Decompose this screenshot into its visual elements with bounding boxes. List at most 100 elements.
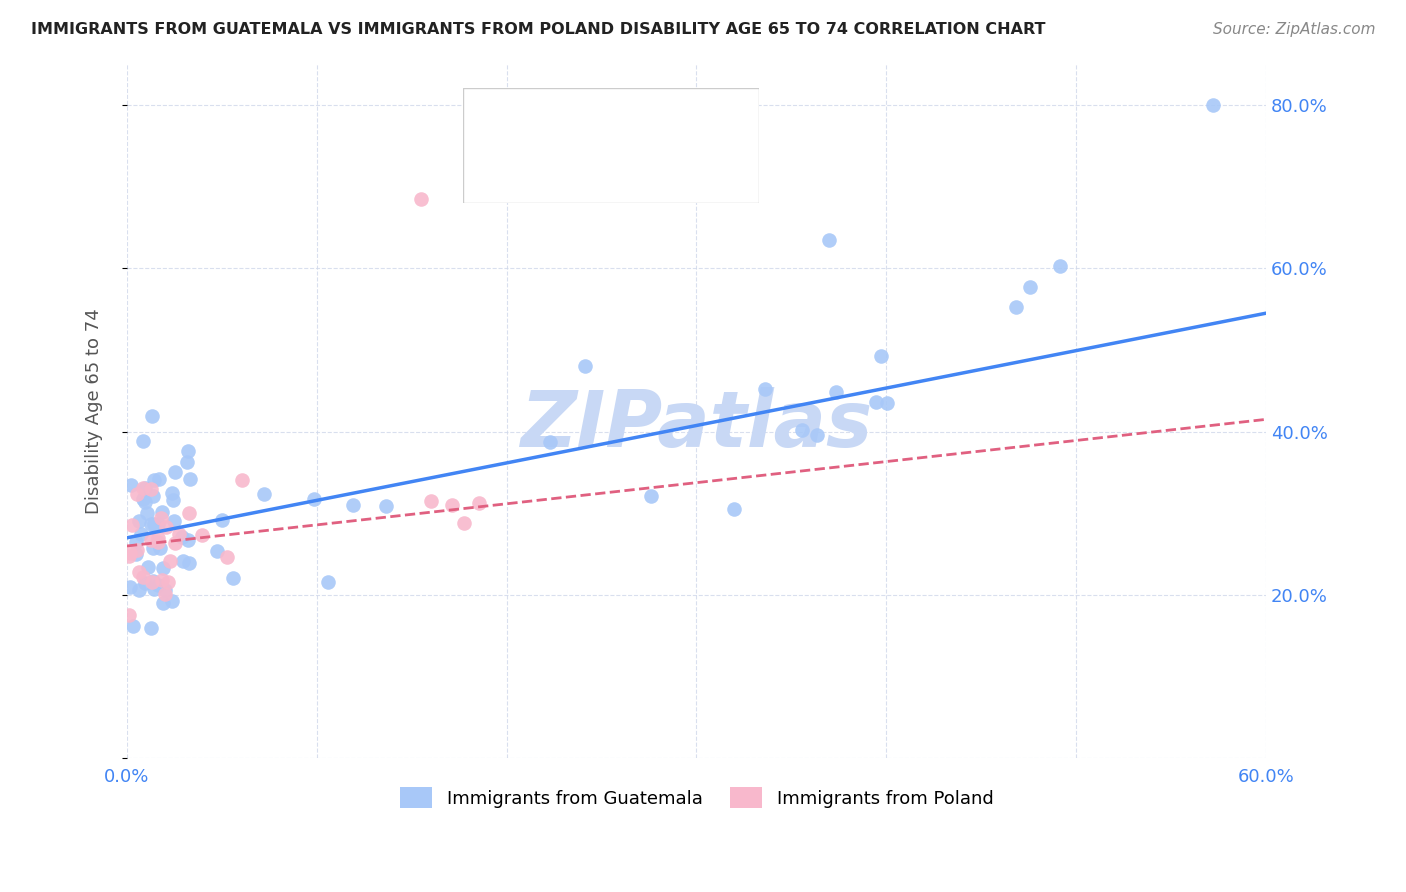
Point <box>127 543 149 558</box>
Point <box>129 526 152 541</box>
Point <box>179 506 201 520</box>
Point <box>118 607 141 622</box>
Point <box>790 423 813 437</box>
Point <box>139 517 162 532</box>
Point <box>132 570 155 584</box>
Point <box>139 622 162 636</box>
Point <box>142 517 165 532</box>
Point <box>125 487 148 501</box>
Point <box>1005 300 1028 314</box>
Point <box>141 409 163 423</box>
Point <box>177 444 200 458</box>
Point <box>163 465 186 479</box>
Point <box>149 541 172 556</box>
Point <box>806 427 828 442</box>
Point <box>153 582 176 597</box>
Point <box>132 434 155 448</box>
Point <box>538 434 561 449</box>
Point <box>160 594 183 608</box>
Point <box>155 520 177 534</box>
Point <box>160 485 183 500</box>
Point <box>825 385 848 400</box>
Text: IMMIGRANTS FROM GUATEMALA VS IMMIGRANTS FROM POLAND DISABILITY AGE 65 TO 74 CORR: IMMIGRANTS FROM GUATEMALA VS IMMIGRANTS … <box>31 22 1046 37</box>
Y-axis label: Disability Age 65 to 74: Disability Age 65 to 74 <box>86 309 103 514</box>
Point <box>1019 280 1042 294</box>
Point <box>411 192 433 206</box>
Point <box>148 516 170 531</box>
Point <box>253 487 276 501</box>
Point <box>818 233 841 247</box>
Point <box>146 578 169 592</box>
Point <box>215 550 238 565</box>
Point <box>574 359 596 374</box>
Point <box>157 574 180 589</box>
Point <box>152 561 174 575</box>
Point <box>125 534 148 549</box>
Point <box>177 533 200 547</box>
Point <box>139 533 162 548</box>
Point <box>118 549 141 563</box>
Point <box>143 473 166 487</box>
Point <box>179 472 201 486</box>
Point <box>163 536 186 550</box>
Point <box>177 556 200 570</box>
Point <box>150 573 173 587</box>
Point <box>121 618 143 632</box>
Point <box>141 482 163 496</box>
Text: Source: ZipAtlas.com: Source: ZipAtlas.com <box>1212 22 1375 37</box>
Point <box>342 499 364 513</box>
Legend: Immigrants from Guatemala, Immigrants from Poland: Immigrants from Guatemala, Immigrants fr… <box>392 780 1001 815</box>
Point <box>723 502 745 516</box>
Point <box>146 534 169 549</box>
Point <box>132 481 155 495</box>
Point <box>155 586 177 600</box>
Point <box>159 554 181 568</box>
Point <box>754 383 776 397</box>
Point <box>120 546 142 560</box>
Point <box>142 574 165 589</box>
Point <box>146 531 169 545</box>
Point <box>640 489 662 503</box>
Point <box>876 396 898 410</box>
Point <box>148 471 170 485</box>
Point <box>375 499 398 513</box>
Point <box>134 576 156 591</box>
Point <box>304 491 326 506</box>
Point <box>176 455 198 469</box>
Point <box>121 518 143 533</box>
Point <box>163 514 186 528</box>
Point <box>1049 259 1071 273</box>
Point <box>135 506 157 520</box>
Point <box>128 565 150 579</box>
Point <box>142 489 165 503</box>
Point <box>152 596 174 610</box>
Point <box>136 559 159 574</box>
Point <box>134 495 156 509</box>
Point <box>222 571 245 585</box>
Point <box>468 496 491 510</box>
Point <box>231 473 253 487</box>
Point <box>149 510 172 524</box>
Point <box>205 544 228 558</box>
Point <box>141 574 163 589</box>
Point <box>134 481 156 495</box>
Point <box>453 516 475 530</box>
Point <box>211 513 233 527</box>
Point <box>167 527 190 541</box>
Text: ZIPatlas: ZIPatlas <box>520 387 873 463</box>
Point <box>142 582 165 597</box>
Point <box>190 528 212 542</box>
Point <box>420 493 443 508</box>
Point <box>118 580 141 594</box>
Point <box>316 574 339 589</box>
Point <box>132 491 155 506</box>
Point <box>162 492 184 507</box>
Point <box>121 478 143 492</box>
Point <box>128 514 150 528</box>
Point <box>441 498 464 512</box>
Point <box>170 531 193 545</box>
Point <box>142 541 165 555</box>
Point <box>150 505 173 519</box>
Point <box>1202 98 1225 112</box>
Point <box>173 554 195 568</box>
